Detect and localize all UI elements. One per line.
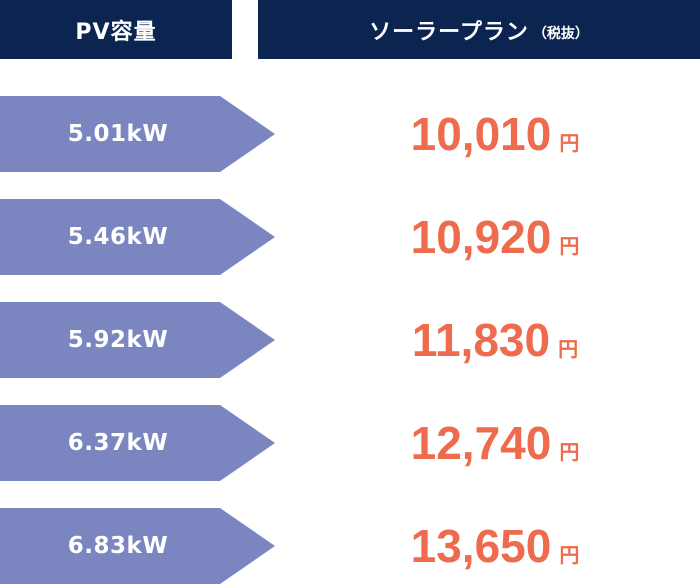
plan-price-unit: 円: [559, 235, 580, 258]
capacity-arrow-shape: [0, 96, 275, 172]
price-row: 5.46kW 10,920 円: [0, 199, 700, 275]
capacity-arrow-shape: [0, 508, 275, 584]
plan-price-amount: 12,740: [410, 417, 552, 469]
plan-price-unit: 円: [559, 441, 580, 464]
tax-excluded-note: （税抜）: [532, 25, 589, 42]
plan-price: 11,830 円: [380, 302, 610, 378]
capacity-value: 6.83kW: [67, 533, 169, 559]
capacity-arrow-shape: [0, 405, 275, 481]
price-row: 5.92kW 11,830 円: [0, 302, 700, 378]
plan-price-amount: 10,010: [410, 108, 552, 160]
capacity-value: 5.01kW: [67, 121, 169, 147]
pv-capacity-header-label: PV容量: [75, 19, 157, 45]
capacity-value: 5.46kW: [67, 224, 169, 250]
price-row: 5.01kW 10,010 円: [0, 96, 700, 172]
plan-price: 10,010 円: [380, 96, 610, 172]
plan-price-amount: 13,650: [410, 520, 552, 572]
plan-price-amount: 10,920: [410, 211, 552, 263]
pv-capacity-header: PV容量: [0, 0, 232, 59]
price-row: 6.83kW 13,650 円: [0, 508, 700, 584]
plan-price: 10,920 円: [380, 199, 610, 275]
solar-plan-header: ソーラープラン （税抜）: [258, 0, 700, 59]
plan-price-unit: 円: [558, 338, 579, 361]
plan-price-unit: 円: [559, 544, 580, 567]
plan-price: 12,740 円: [380, 405, 610, 481]
price-row: 6.37kW 12,740 円: [0, 405, 700, 481]
capacity-value: 6.37kW: [67, 430, 169, 456]
capacity-value: 5.92kW: [67, 327, 169, 353]
plan-price-amount: 11,830: [411, 314, 551, 366]
solar-plan-header-label: ソーラープラン: [369, 19, 529, 45]
plan-price: 13,650 円: [380, 508, 610, 584]
capacity-arrow-shape: [0, 199, 275, 275]
plan-price-unit: 円: [559, 132, 580, 155]
capacity-arrow-shape: [0, 302, 275, 378]
